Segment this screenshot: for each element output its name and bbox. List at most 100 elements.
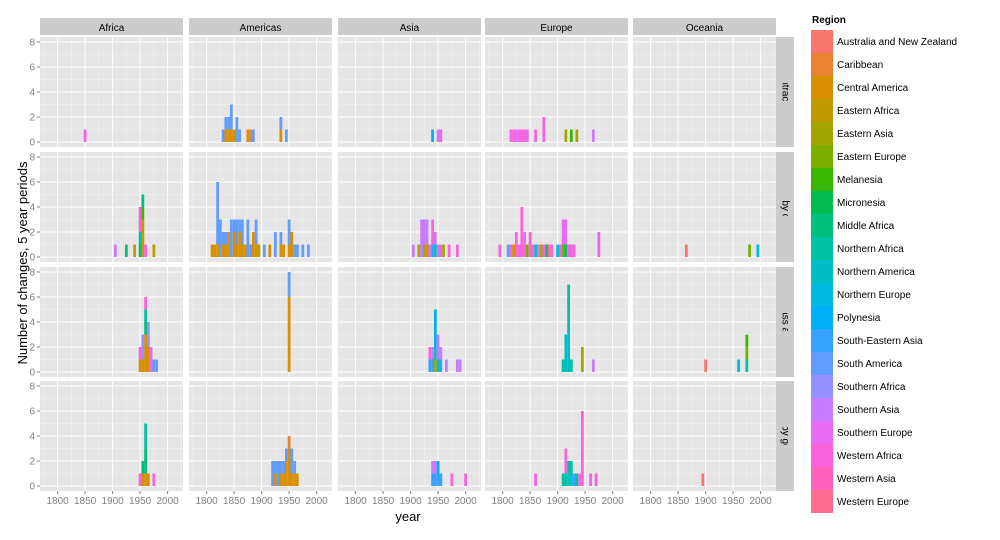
histogram-bar — [433, 232, 437, 245]
x-tick-label: 1800 — [639, 496, 662, 507]
histogram-bar — [534, 129, 537, 142]
y-tick-label: 6 — [29, 178, 35, 189]
facet-panel — [40, 267, 183, 377]
legend-label: Caribbean — [837, 60, 883, 71]
facet-strip-bg — [338, 18, 481, 35]
histogram-bar — [287, 272, 291, 297]
histogram-bar — [229, 129, 233, 142]
histogram-bar — [232, 232, 236, 257]
x-axis-title: year — [395, 509, 421, 524]
histogram-bar — [517, 244, 521, 257]
legend-item: Caribbean — [811, 53, 883, 76]
legend-label: Eastern Africa — [837, 106, 900, 117]
x-tick-label: 1950 — [129, 496, 152, 507]
histogram-bar — [564, 244, 568, 257]
x-tick-label: 1950 — [427, 496, 450, 507]
histogram-bar — [572, 473, 576, 486]
legend-swatch — [811, 260, 833, 283]
histogram-bar — [224, 117, 228, 130]
histogram-bar — [542, 117, 546, 142]
facet-panel — [633, 381, 776, 491]
histogram-bar — [279, 473, 283, 486]
histogram-bar — [146, 322, 150, 347]
histogram-bar — [580, 347, 584, 372]
facet-panel — [633, 152, 776, 262]
histogram-bar — [246, 129, 250, 142]
histogram-bar — [567, 461, 570, 474]
histogram-bar — [547, 244, 551, 257]
histogram-bar — [224, 232, 228, 245]
x-tick-label: 1850 — [667, 496, 690, 507]
legend-swatch — [811, 421, 833, 444]
legend-label: Northern Africa — [837, 244, 904, 255]
histogram-bar — [146, 473, 150, 486]
histogram-bar — [561, 219, 565, 245]
histogram-bar — [572, 244, 576, 257]
histogram-bar — [268, 244, 272, 257]
legend-label: Eastern Europe — [837, 152, 907, 163]
histogram-bar — [520, 207, 524, 257]
histogram-bar — [564, 334, 568, 372]
histogram-bar — [569, 244, 573, 257]
legend-swatch — [811, 237, 833, 260]
histogram-bar — [138, 244, 142, 257]
histogram-bar — [284, 129, 288, 142]
x-tick-label: 1950 — [278, 496, 301, 507]
histogram-bar — [701, 473, 705, 486]
y-tick-label: 2 — [29, 228, 35, 239]
histogram-bar — [591, 129, 595, 142]
y-tick-label: 2 — [29, 113, 35, 124]
facet-panel — [189, 267, 332, 377]
histogram-bar — [251, 129, 255, 142]
legend-swatch — [811, 375, 833, 398]
histogram-bar — [279, 129, 283, 142]
histogram-bar — [282, 244, 285, 257]
histogram-bar — [458, 359, 462, 372]
histogram-bar — [273, 232, 277, 257]
histogram-bar — [433, 473, 437, 486]
x-tick-label: 2000 — [454, 496, 477, 507]
histogram-bar — [227, 129, 230, 142]
histogram-bar — [262, 244, 266, 257]
histogram-bar — [591, 359, 595, 372]
x-tick-label: 2000 — [305, 496, 328, 507]
histogram-bar — [295, 244, 299, 257]
legend-label: Middle Africa — [837, 221, 895, 232]
histogram-bar — [431, 461, 434, 474]
histogram-bar — [152, 473, 156, 486]
histogram-bar — [227, 117, 230, 130]
histogram-bar — [564, 219, 568, 245]
histogram-bar — [216, 182, 219, 245]
y-tick-label: 0 — [29, 138, 35, 149]
facet-column-strip: Asia — [338, 18, 481, 35]
y-tick-label: 8 — [29, 268, 35, 279]
histogram-bar — [464, 473, 467, 486]
histogram-bar — [246, 219, 250, 257]
histogram-bar — [411, 244, 415, 257]
histogram-bar — [301, 244, 305, 257]
histogram-bar — [737, 359, 740, 372]
histogram-bar — [232, 129, 236, 142]
histogram-bar — [442, 244, 445, 257]
histogram-bar — [569, 473, 573, 486]
histogram-bar — [534, 473, 537, 486]
x-tick-label: 1850 — [74, 496, 97, 507]
y-tick-label: 4 — [29, 88, 35, 99]
x-tick-label: 1800 — [344, 496, 367, 507]
legend-label: Micronesia — [837, 198, 886, 209]
x-tick-label: 2000 — [156, 496, 179, 507]
histogram-bar — [243, 244, 247, 257]
histogram-bar — [433, 309, 437, 347]
histogram-bar — [229, 104, 233, 130]
x-tick-label: 1800 — [195, 496, 218, 507]
histogram-bar — [279, 232, 283, 245]
histogram-bar — [287, 244, 291, 257]
histogram-bar — [144, 244, 147, 257]
facet-column-strip: Americas — [189, 18, 332, 35]
histogram-bar — [282, 461, 285, 474]
histogram-bar — [425, 244, 429, 257]
histogram-bar — [439, 244, 443, 257]
histogram-bar — [561, 473, 565, 486]
y-tick-label: 8 — [29, 382, 35, 393]
